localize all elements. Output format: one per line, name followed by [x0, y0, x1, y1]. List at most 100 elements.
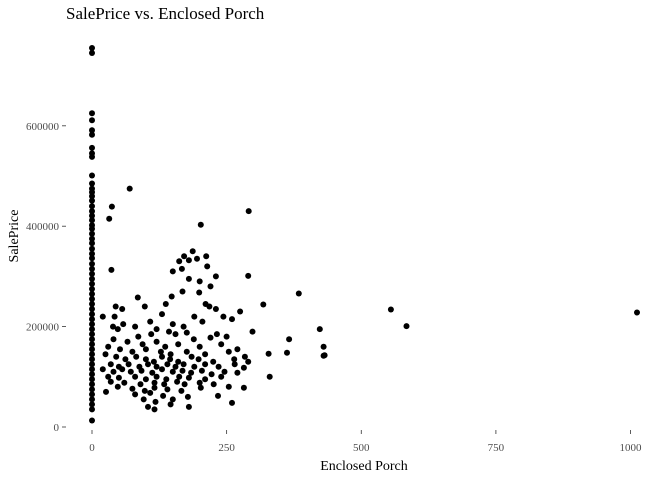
y-axis-ticks: 0 200000 400000 600000	[26, 121, 66, 434]
data-point	[206, 303, 213, 310]
data-point	[153, 373, 160, 380]
data-point	[132, 323, 139, 330]
data-point	[295, 290, 302, 297]
data-point	[89, 301, 95, 307]
data-point	[199, 318, 206, 325]
data-point	[89, 331, 95, 338]
data-point	[387, 306, 394, 313]
data-point	[185, 275, 192, 282]
data-point	[202, 376, 209, 383]
data-point	[231, 356, 238, 363]
data-point	[286, 336, 293, 343]
data-point	[178, 265, 185, 272]
data-point	[106, 215, 113, 222]
data-point	[89, 391, 95, 398]
data-point	[89, 280, 95, 287]
data-point	[89, 250, 95, 257]
data-point	[127, 368, 134, 375]
data-point	[147, 318, 154, 325]
data-point	[316, 326, 323, 333]
data-point	[114, 326, 121, 333]
data-point	[245, 358, 252, 365]
data-point	[89, 235, 95, 242]
data-point	[89, 110, 95, 117]
data-point	[89, 286, 95, 292]
data-point	[89, 117, 95, 124]
data-point	[89, 356, 95, 363]
data-point	[108, 203, 115, 210]
data-point	[223, 333, 230, 340]
x-axis-title: Enclosed Porch	[320, 459, 407, 474]
data-point	[198, 367, 205, 374]
data-point	[212, 273, 219, 280]
data-point	[89, 225, 95, 232]
data-point	[115, 374, 122, 381]
data-point	[89, 326, 95, 333]
data-point	[162, 343, 169, 350]
data-point	[89, 245, 95, 252]
data-point	[175, 358, 182, 365]
x-tick-label: 500	[353, 442, 370, 454]
data-point	[124, 338, 131, 345]
data-point	[140, 396, 147, 403]
data-point	[89, 341, 95, 348]
data-point	[266, 373, 273, 380]
data-point	[203, 253, 210, 260]
data-point	[152, 398, 159, 405]
data-point	[176, 258, 183, 265]
data-point	[89, 255, 95, 262]
data-point	[89, 346, 95, 353]
data-point	[89, 172, 95, 179]
data-point	[132, 373, 139, 380]
data-point	[142, 346, 149, 353]
data-point	[102, 351, 109, 358]
data-point	[89, 275, 95, 282]
data-point	[89, 50, 95, 56]
data-point	[89, 144, 95, 151]
data-point	[89, 351, 95, 358]
data-point	[125, 361, 132, 368]
data-point	[151, 379, 158, 386]
data-point	[178, 387, 185, 394]
data-point	[240, 384, 247, 391]
data-point	[179, 367, 186, 374]
data-point	[190, 336, 197, 343]
data-point	[164, 361, 171, 368]
data-point	[112, 303, 119, 310]
data-point	[284, 349, 290, 356]
data-point	[149, 369, 156, 376]
data-point	[89, 127, 95, 134]
data-point	[181, 253, 188, 260]
data-point	[225, 383, 232, 390]
data-point	[134, 294, 141, 301]
data-point	[194, 255, 200, 262]
data-point	[180, 323, 187, 330]
data-point	[110, 368, 117, 375]
data-point	[99, 313, 106, 320]
data-point	[159, 311, 165, 318]
data-point	[167, 401, 174, 408]
data-point	[145, 361, 151, 368]
data-point	[163, 376, 170, 383]
data-point	[240, 364, 247, 371]
data-point	[169, 368, 176, 375]
data-point	[153, 326, 160, 333]
data-point	[89, 361, 95, 368]
data-point	[249, 328, 256, 335]
data-point	[183, 329, 190, 336]
x-tick-label: 750	[488, 442, 505, 454]
data-point	[89, 406, 95, 413]
data-point	[215, 392, 221, 399]
data-point	[188, 369, 195, 376]
data-point	[89, 230, 95, 237]
data-point	[141, 387, 148, 394]
data-point	[153, 338, 160, 345]
data-point	[89, 396, 95, 403]
data-point	[89, 197, 95, 204]
data-point	[245, 272, 252, 279]
data-point	[119, 366, 126, 373]
data-point	[89, 321, 95, 328]
data-point	[132, 391, 139, 398]
data-point	[110, 323, 116, 330]
